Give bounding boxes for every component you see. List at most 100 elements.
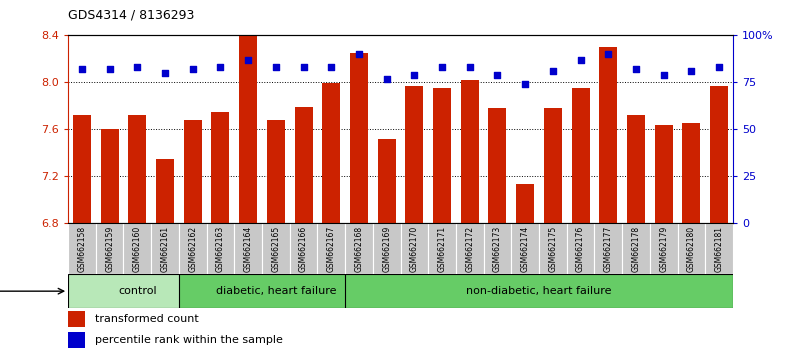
Text: GSM662180: GSM662180 — [687, 225, 696, 272]
Point — [602, 51, 614, 57]
Point — [408, 72, 421, 78]
Bar — [682, 123, 700, 223]
Text: GSM662160: GSM662160 — [133, 225, 142, 272]
Bar — [68, 223, 96, 274]
Text: transformed count: transformed count — [95, 314, 199, 324]
Bar — [433, 88, 451, 223]
Point — [491, 72, 504, 78]
Bar — [627, 115, 645, 223]
Bar — [377, 139, 396, 223]
Bar — [179, 223, 207, 274]
Point — [352, 51, 365, 57]
Bar — [489, 108, 506, 223]
Bar — [544, 108, 562, 223]
Bar — [400, 223, 429, 274]
Text: GSM662175: GSM662175 — [549, 225, 557, 272]
Bar — [183, 120, 202, 223]
Point — [380, 76, 393, 81]
Point — [574, 57, 587, 63]
Text: GSM662177: GSM662177 — [604, 225, 613, 272]
Text: GSM662170: GSM662170 — [410, 225, 419, 272]
Text: GSM662179: GSM662179 — [659, 225, 668, 272]
Point — [519, 81, 532, 87]
Text: control: control — [118, 286, 157, 296]
Bar — [650, 223, 678, 274]
Text: GSM662169: GSM662169 — [382, 225, 391, 272]
Bar — [654, 125, 673, 223]
Bar — [96, 223, 123, 274]
Bar — [516, 184, 534, 223]
Bar — [151, 223, 179, 274]
Bar — [405, 86, 424, 223]
Bar — [68, 332, 85, 348]
Text: GSM662165: GSM662165 — [272, 225, 280, 272]
Bar — [539, 223, 567, 274]
Text: non-diabetic, heart failure: non-diabetic, heart failure — [466, 286, 612, 296]
Text: GSM662178: GSM662178 — [631, 225, 641, 272]
Bar — [567, 223, 594, 274]
Bar — [290, 223, 317, 274]
Bar — [322, 84, 340, 223]
Bar — [317, 223, 345, 274]
Bar — [345, 223, 372, 274]
Point — [131, 64, 143, 70]
Bar — [128, 115, 147, 223]
Point — [159, 70, 171, 76]
Text: GSM662168: GSM662168 — [355, 225, 364, 272]
Bar — [295, 107, 312, 223]
Bar — [599, 47, 618, 223]
Bar — [678, 223, 705, 274]
Bar — [456, 223, 484, 274]
Bar — [179, 274, 372, 308]
Bar — [594, 223, 622, 274]
Point — [685, 68, 698, 74]
Bar — [73, 115, 91, 223]
Bar — [429, 223, 456, 274]
Point — [658, 72, 670, 78]
Text: GSM662172: GSM662172 — [465, 225, 474, 272]
Point — [75, 66, 88, 72]
Bar — [345, 274, 733, 308]
Bar — [239, 6, 257, 223]
Bar — [123, 223, 151, 274]
Bar — [511, 223, 539, 274]
Point — [436, 64, 449, 70]
Text: GSM662174: GSM662174 — [521, 225, 529, 272]
Bar — [572, 88, 590, 223]
Bar — [68, 274, 207, 308]
Bar — [211, 112, 229, 223]
Point — [297, 64, 310, 70]
Point — [630, 66, 642, 72]
Bar — [350, 53, 368, 223]
Text: GSM662162: GSM662162 — [188, 225, 197, 272]
Bar — [207, 223, 235, 274]
Bar — [372, 223, 400, 274]
Bar — [461, 80, 479, 223]
Text: GSM662176: GSM662176 — [576, 225, 585, 272]
Point — [269, 64, 282, 70]
Point — [325, 64, 338, 70]
Text: GSM662161: GSM662161 — [160, 225, 170, 272]
Text: GSM662164: GSM662164 — [244, 225, 252, 272]
Text: GDS4314 / 8136293: GDS4314 / 8136293 — [68, 8, 195, 21]
Bar — [710, 86, 728, 223]
Bar — [156, 159, 174, 223]
Bar — [68, 311, 85, 327]
Bar — [101, 129, 119, 223]
Bar — [262, 223, 290, 274]
Point — [546, 68, 559, 74]
Bar — [484, 223, 511, 274]
Text: GSM662163: GSM662163 — [216, 225, 225, 272]
Bar — [267, 120, 285, 223]
Text: GSM662171: GSM662171 — [437, 225, 446, 272]
Point — [103, 66, 116, 72]
Text: diabetic, heart failure: diabetic, heart failure — [215, 286, 336, 296]
Point — [187, 66, 199, 72]
Point — [713, 64, 726, 70]
Bar — [705, 223, 733, 274]
Text: percentile rank within the sample: percentile rank within the sample — [95, 335, 283, 345]
Point — [214, 64, 227, 70]
Text: GSM662181: GSM662181 — [714, 225, 723, 272]
Text: GSM662158: GSM662158 — [78, 225, 87, 272]
Text: GSM662159: GSM662159 — [105, 225, 114, 272]
